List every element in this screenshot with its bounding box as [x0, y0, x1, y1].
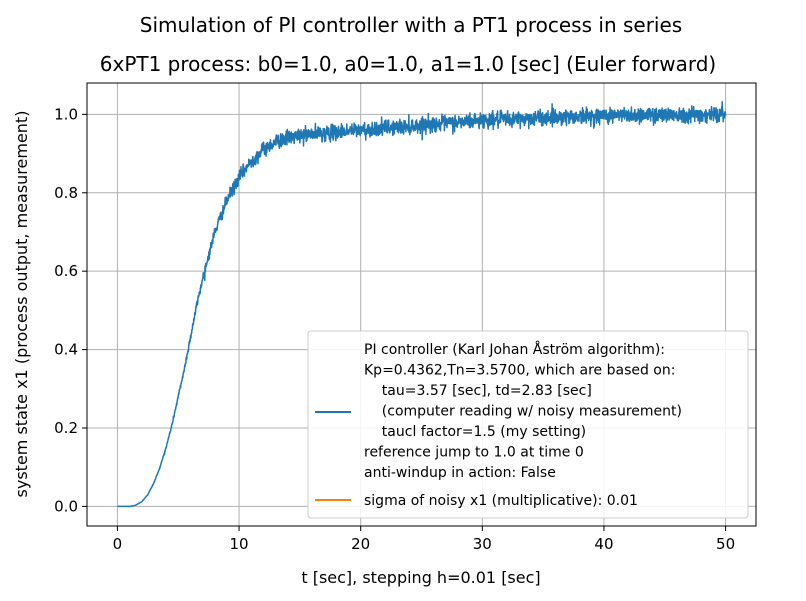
x-tick-label: 30: [473, 535, 492, 553]
legend-label-line: Kp=0.4362,Tn=3.5700, which are based on:: [364, 363, 675, 379]
y-tick-label: 1.0: [54, 105, 78, 123]
x-ticks: 0 10 20 30 40 50: [113, 526, 735, 553]
y-tick-label: 0.8: [54, 184, 78, 202]
legend-label-sigma: sigma of noisy x1 (multiplicative): 0.01: [364, 493, 638, 509]
x-tick-label: 10: [229, 535, 248, 553]
legend-label-line: reference jump to 1.0 at time 0: [364, 445, 584, 461]
legend-box: [307, 330, 749, 519]
legend-label-line: tau=3.57 [sec], td=2.83 [sec]: [364, 383, 592, 399]
plot-lines: [116, 101, 727, 508]
x-tick-label: 40: [594, 535, 613, 553]
x-tick-label: 20: [351, 535, 370, 553]
legend-entry-controller: PI controller (Karl Johan Åström algorit…: [364, 341, 682, 481]
legend-label-line: PI controller (Karl Johan Åström algorit…: [364, 341, 665, 358]
y-tick-label: 0.0: [54, 497, 78, 515]
y-tick-label: 0.4: [54, 341, 78, 359]
legend: PI controller (Karl Johan Åström algorit…: [307, 330, 749, 519]
legend-label-line: (computer reading w/ noisy measurement): [364, 404, 682, 420]
y-ticks: 0.0 0.2 0.4 0.6 0.8 1.0: [54, 105, 87, 515]
x-tick-label: 0: [113, 535, 123, 553]
legend-label-line: anti-windup in action: False: [364, 465, 556, 481]
legend-label-line: taucl factor=1.5 (my setting): [364, 424, 586, 440]
y-tick-label: 0.6: [54, 262, 78, 280]
plot-area-frame: [86, 82, 757, 527]
suptitle: Simulation of PI controller with a PT1 p…: [140, 13, 682, 37]
chart-title: 6xPT1 process: b0=1.0, a0=1.0, a1=1.0 [s…: [100, 52, 716, 76]
x-tick-label: 50: [716, 535, 735, 553]
series-line-controller: [116, 101, 727, 508]
y-axis-label: system state x1 (process output, measure…: [12, 111, 31, 498]
x-axis-label: t [sec], stepping h=0.01 [sec]: [301, 568, 540, 587]
y-tick-label: 0.2: [54, 419, 78, 437]
